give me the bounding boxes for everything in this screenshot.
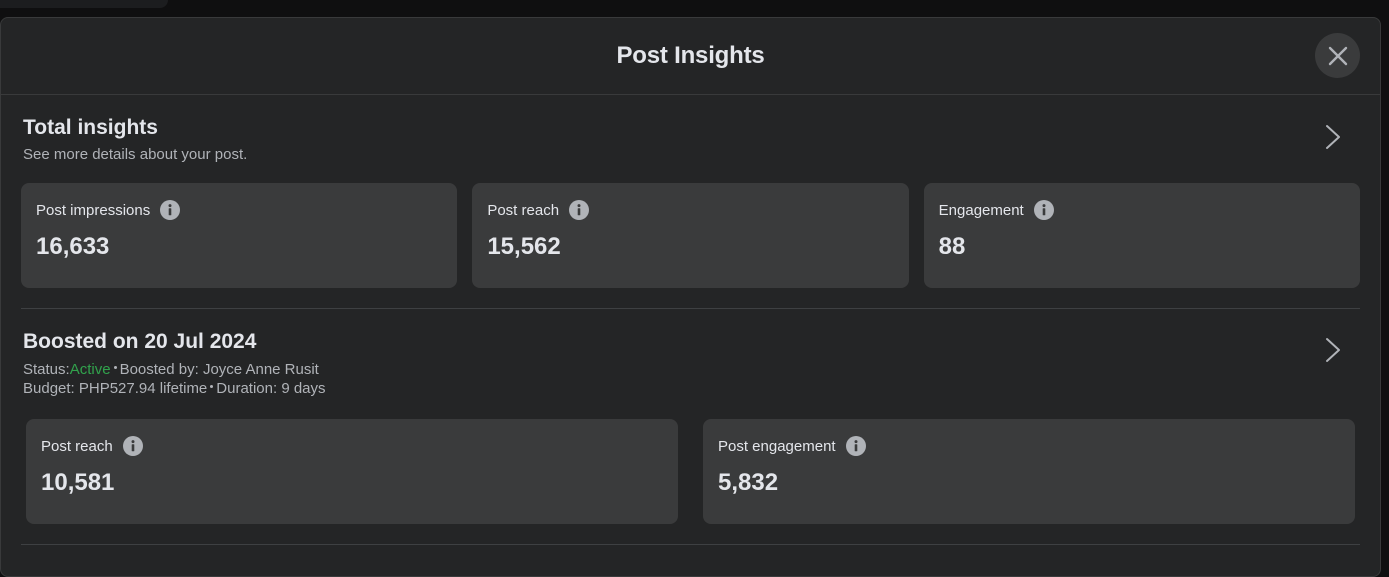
card-value: 16,633 [36, 233, 110, 260]
close-button[interactable] [1315, 33, 1360, 78]
card-label: Engagement [938, 201, 1024, 219]
section-divider [21, 544, 1360, 545]
total-insights-subtitle: See more details about your post. [23, 146, 248, 163]
info-icon[interactable] [845, 436, 866, 456]
boost-title: Boosted on 20 Jul 2024 [23, 330, 257, 353]
info-icon[interactable] [160, 200, 181, 220]
section-divider [21, 308, 1360, 309]
card-label: Post impressions [36, 201, 151, 219]
total-insights-title: Total insights [23, 116, 158, 139]
dialog-header: Post Insights [1, 18, 1380, 95]
card-value: 88 [938, 233, 966, 260]
dialog-title: Post Insights [616, 42, 765, 69]
boost-budget-line: Budget: PHP527.94 lifetime Duration: 9 da… [23, 380, 1360, 397]
chevron-right-icon[interactable] [1322, 123, 1344, 151]
post-reach-card: Post reach 15,562 [472, 183, 909, 288]
duration: Duration: 9 days [216, 380, 326, 397]
card-value: 15,562 [487, 233, 561, 260]
boost-cards: Post reach 10,581 Post engagement 5,832 [21, 419, 1360, 524]
budget: Budget: PHP527.94 lifetime [23, 380, 208, 397]
info-icon[interactable] [569, 200, 590, 220]
chevron-right-icon[interactable] [1322, 336, 1344, 364]
engagement-card: Engagement 88 [923, 183, 1360, 288]
boost-post-engagement-card: Post engagement 5,832 [703, 419, 1355, 524]
post-impressions-card: Post impressions 16,633 [21, 183, 458, 288]
status-value: Active [69, 361, 111, 378]
card-value: 10,581 [41, 469, 115, 496]
separator-dot [113, 365, 117, 369]
total-insights-header[interactable]: Total insights See more details about yo… [21, 95, 1360, 183]
total-insights-cards: Post impressions 16,633 Post reach 15,56… [21, 183, 1360, 288]
separator-dot [210, 384, 214, 388]
close-icon [1328, 46, 1347, 65]
status-label: Status: [23, 361, 70, 378]
card-label: Post reach [487, 201, 560, 219]
card-value: 5,832 [718, 469, 779, 496]
card-label: Post reach [41, 437, 113, 455]
boosted-by: Boosted by: Joyce Anne Rusit [119, 361, 319, 378]
background-topbar [0, 0, 168, 8]
boost-status-line: Status:Active Boosted by: Joyce Anne Rusi… [23, 361, 1360, 378]
card-label: Post engagement [718, 437, 836, 455]
info-icon[interactable] [122, 436, 143, 456]
total-insights-section: Total insights See more details about yo… [1, 95, 1380, 545]
post-insights-dialog: Post Insights Total insights See more de… [0, 17, 1381, 577]
info-icon[interactable] [1033, 200, 1054, 220]
boost-header[interactable]: Boosted on 20 Jul 2024 Status:Active Boos… [21, 309, 1360, 419]
boost-post-reach-card: Post reach 10,581 [26, 419, 678, 524]
